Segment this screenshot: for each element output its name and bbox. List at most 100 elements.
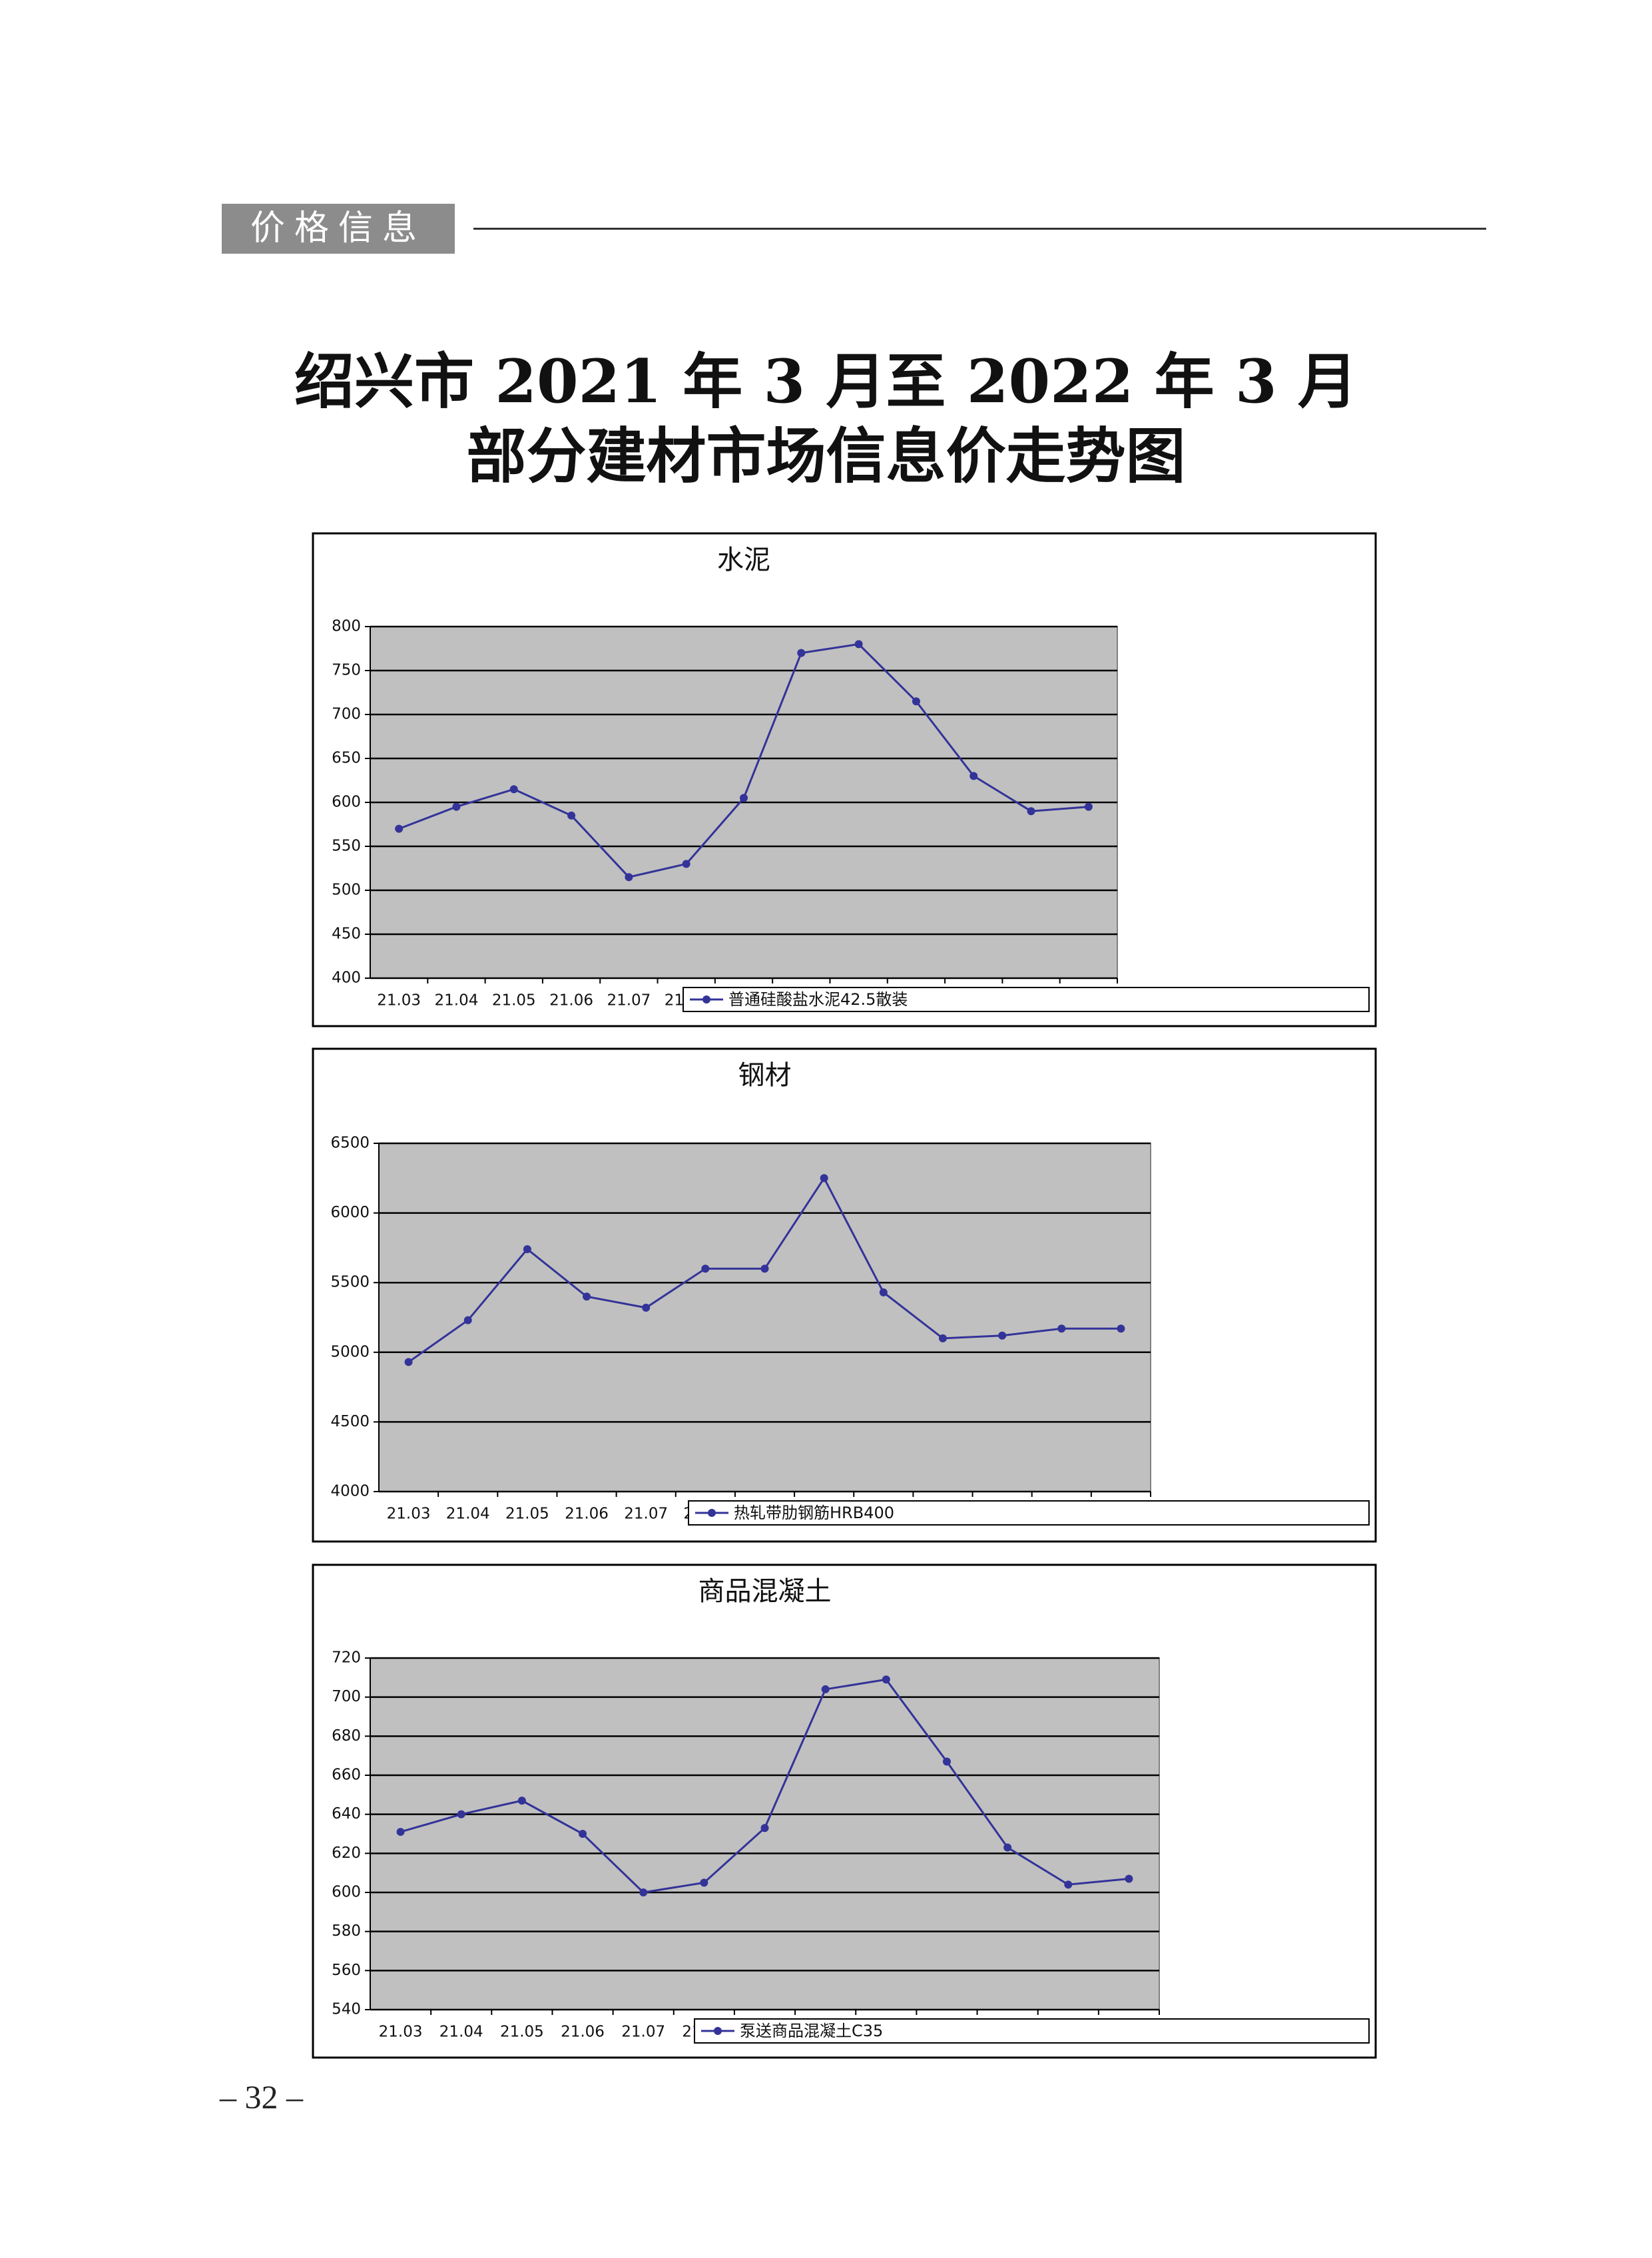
data-point [1003,1843,1012,1852]
y-tick-label: 600 [332,1884,361,1901]
data-point [567,811,576,820]
data-point [404,1358,413,1366]
data-point [701,1265,710,1273]
y-tick-label: 550 [332,838,361,855]
data-point [797,649,806,657]
data-point [821,1685,830,1693]
y-tick-label: 540 [332,2001,361,2018]
data-point [760,1824,769,1833]
page-title: 绍兴市 2021 年 3 月至 2022 年 3 月 [294,346,1358,417]
data-point [642,1303,651,1312]
data-point [457,1810,465,1819]
y-tick-label: 720 [332,1649,361,1667]
legend-marker [714,2027,722,2035]
data-point [509,785,518,794]
y-tick-label: 620 [332,1844,361,1862]
chart-title: 水泥 [717,545,770,575]
data-point [700,1878,708,1887]
y-tick-label: 700 [332,706,361,723]
x-tick-label: 21.06 [549,992,593,1009]
section-label: 价格信息 [222,204,455,254]
data-point [882,1675,890,1684]
data-point [452,802,461,811]
data-point [639,1888,648,1896]
y-tick-label: 450 [332,926,361,943]
x-tick-label: 21.03 [387,1506,431,1523]
data-point [1027,807,1035,816]
legend-marker [708,1509,716,1517]
data-point [820,1174,828,1183]
x-tick-label: 21.06 [561,2024,605,2041]
legend-box [683,987,1370,1012]
y-tick-label: 660 [332,1767,361,1784]
data-point [395,824,404,833]
data-point [583,1292,591,1301]
y-tick-label: 750 [332,662,361,679]
legend-label: 泵送商品混凝土C35 [740,2022,883,2040]
y-tick-label: 5500 [330,1274,370,1291]
chart: 水泥 400 450 500 550 600 650 700 750 800 21.03 21.04 2… [312,532,1377,1027]
x-tick-label: 21.07 [621,2024,665,2041]
data-point [1117,1324,1125,1333]
x-tick-label: 21.03 [377,992,421,1009]
x-tick-label: 21.05 [505,1506,549,1523]
legend-label: 热轧带肋钢筋HRB400 [734,1504,894,1522]
data-point [854,640,863,649]
y-tick-label: 580 [332,1922,361,1940]
legend-label: 普通硅酸盐水泥42.5散装 [728,990,908,1009]
data-point [579,1830,587,1838]
x-tick-label: 21.05 [492,992,536,1009]
x-tick-label: 21.04 [435,992,479,1009]
page-title: 部分建材市场信息价走势图 [466,421,1186,491]
chart-title: 商品混凝土 [698,1576,832,1607]
y-tick-label: 5000 [330,1343,370,1360]
chart: 钢材 4000 4500 5000 5500 6000 6500 21.03 21.04 21.0… [312,1047,1377,1543]
data-point [1084,802,1093,811]
y-tick-label: 800 [332,618,361,635]
y-tick-label: 640 [332,1805,361,1823]
data-point [625,873,633,882]
page-number: – 32 – [220,2078,303,2116]
plot-area [370,1657,1160,2010]
data-point [912,697,920,706]
data-point [740,794,748,802]
y-tick-label: 6500 [330,1135,370,1152]
y-tick-label: 560 [332,1962,361,1979]
y-tick-label: 400 [332,970,361,987]
x-tick-label: 21.03 [379,2024,423,2041]
data-point [523,1245,531,1253]
data-point [517,1797,526,1805]
header-rule [473,228,1486,230]
data-point [998,1331,1007,1340]
data-point [879,1288,888,1296]
y-tick-label: 500 [332,882,361,899]
y-tick-label: 650 [332,750,361,767]
x-tick-label: 21.07 [624,1506,668,1523]
x-tick-label: 21.06 [565,1506,609,1523]
y-tick-label: 4000 [330,1483,370,1500]
data-point [463,1316,472,1324]
x-tick-label: 21.04 [439,2024,483,2041]
data-point [938,1334,947,1342]
legend-marker [702,995,710,1003]
x-tick-label: 21.05 [500,2024,544,2041]
legend-box [688,1500,1370,1526]
y-tick-label: 600 [332,794,361,811]
y-tick-label: 6000 [330,1204,370,1221]
chart-title: 钢材 [738,1060,792,1091]
y-tick-label: 700 [332,1688,361,1705]
legend-box [694,2018,1370,2044]
plot-area [378,1143,1151,1492]
data-point [682,860,690,868]
data-point [1125,1874,1133,1883]
data-point [760,1265,769,1273]
x-tick-label: 21.04 [446,1506,490,1523]
data-point [942,1757,951,1766]
y-tick-label: 680 [332,1727,361,1745]
data-point [1057,1324,1066,1333]
x-tick-label: 21.07 [607,992,651,1009]
data-point [1064,1880,1073,1889]
chart: 商品混凝土 540 560 580 600 620 640 660 680 700 720 21.03… [312,1563,1377,2059]
data-point [396,1828,405,1836]
